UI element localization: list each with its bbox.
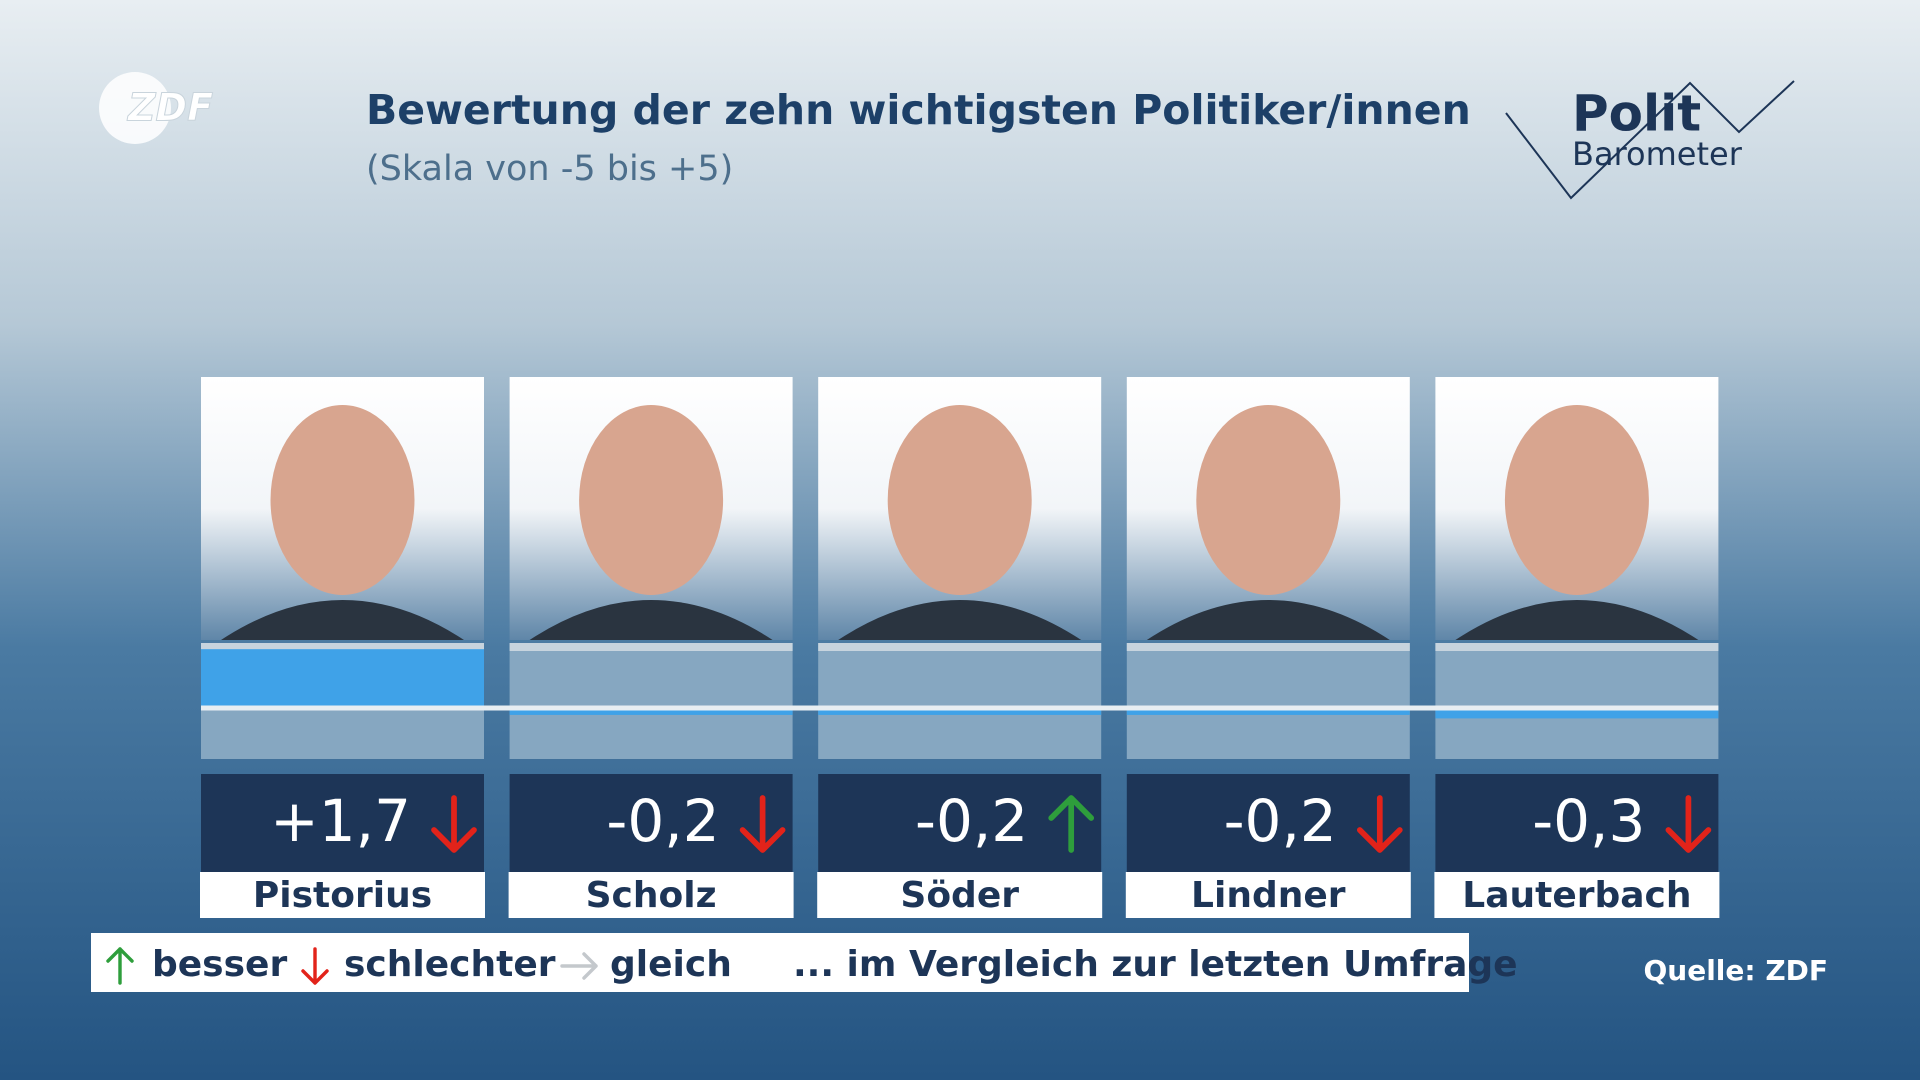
photo-head: [579, 405, 724, 595]
photo-silhouette: [221, 600, 464, 640]
bar-panel: [1126, 643, 1410, 759]
value-label: -0,2: [1224, 787, 1337, 855]
photo-silhouette: [529, 600, 773, 640]
bar: [818, 708, 1102, 715]
legend-arrow: [106, 947, 134, 985]
name-box: [200, 872, 485, 918]
category-label: Lindner: [1191, 875, 1346, 916]
brand-zigzag: [1505, 80, 1795, 200]
logo-zdf: ZDF: [127, 86, 213, 130]
value-box: [818, 774, 1102, 872]
bar-panel: [509, 643, 793, 759]
trend-arrow: [739, 795, 786, 853]
logo-circle: [99, 72, 171, 144]
legend-arrow: [560, 952, 598, 980]
category-label: Pistorius: [253, 875, 432, 916]
legend-note: ... im Vergleich zur letzten Umfrage: [793, 944, 1518, 985]
name-box: [1434, 872, 1720, 918]
name-box: [1125, 872, 1411, 918]
category-label: Lauterbach: [1462, 875, 1691, 916]
value-box: [1435, 774, 1719, 872]
legend-label: besser: [152, 944, 287, 985]
brand-line-2: Barometer: [1572, 135, 1743, 173]
value-label: -0,3: [1532, 787, 1645, 855]
bar-panel-top: [818, 643, 1102, 651]
photo-head: [887, 405, 1032, 595]
photo-head: [1196, 405, 1341, 595]
value-label: +1,7: [270, 787, 411, 855]
legend-label: gleich: [610, 944, 732, 985]
trend-arrow: [1048, 795, 1095, 853]
bar-panel-top: [1126, 643, 1410, 651]
source: Quelle: ZDF: [1643, 954, 1828, 987]
name-box: [508, 872, 794, 918]
value-box: [201, 774, 484, 872]
value-box: [509, 774, 793, 872]
bar: [1435, 708, 1719, 719]
photo-head: [1504, 405, 1649, 595]
photo-silhouette: [838, 600, 1082, 640]
trend-arrow: [1356, 795, 1403, 853]
name-box: [817, 872, 1103, 918]
bar-panel: [1435, 643, 1719, 759]
value-box: [1126, 774, 1410, 872]
legend-box: [91, 933, 1469, 992]
legend-arrow: [301, 947, 329, 985]
photo-silhouette: [1455, 600, 1699, 640]
legend-label: schlechter: [344, 944, 556, 985]
value-label: -0,2: [915, 787, 1028, 855]
photo-head: [270, 405, 415, 595]
trend-arrow: [1665, 795, 1712, 853]
bar-panel-top: [1435, 643, 1719, 651]
chart-subtitle: (Skala von -5 bis +5): [366, 149, 733, 189]
photo-silhouette: [1146, 600, 1390, 640]
category-label: Söder: [900, 875, 1019, 916]
category-label: Scholz: [586, 875, 717, 916]
trend-arrow: [431, 795, 477, 853]
bar: [1126, 708, 1410, 715]
bar-panel-top: [201, 643, 484, 651]
bar-panel-top: [509, 643, 793, 651]
chart-title: Bewertung der zehn wichtigsten Politiker…: [366, 86, 1471, 134]
brand-line-1: Polit: [1572, 85, 1701, 143]
value-label: -0,2: [606, 787, 719, 855]
bar-panel: [818, 643, 1102, 759]
bar: [201, 649, 484, 708]
bar: [509, 708, 793, 715]
